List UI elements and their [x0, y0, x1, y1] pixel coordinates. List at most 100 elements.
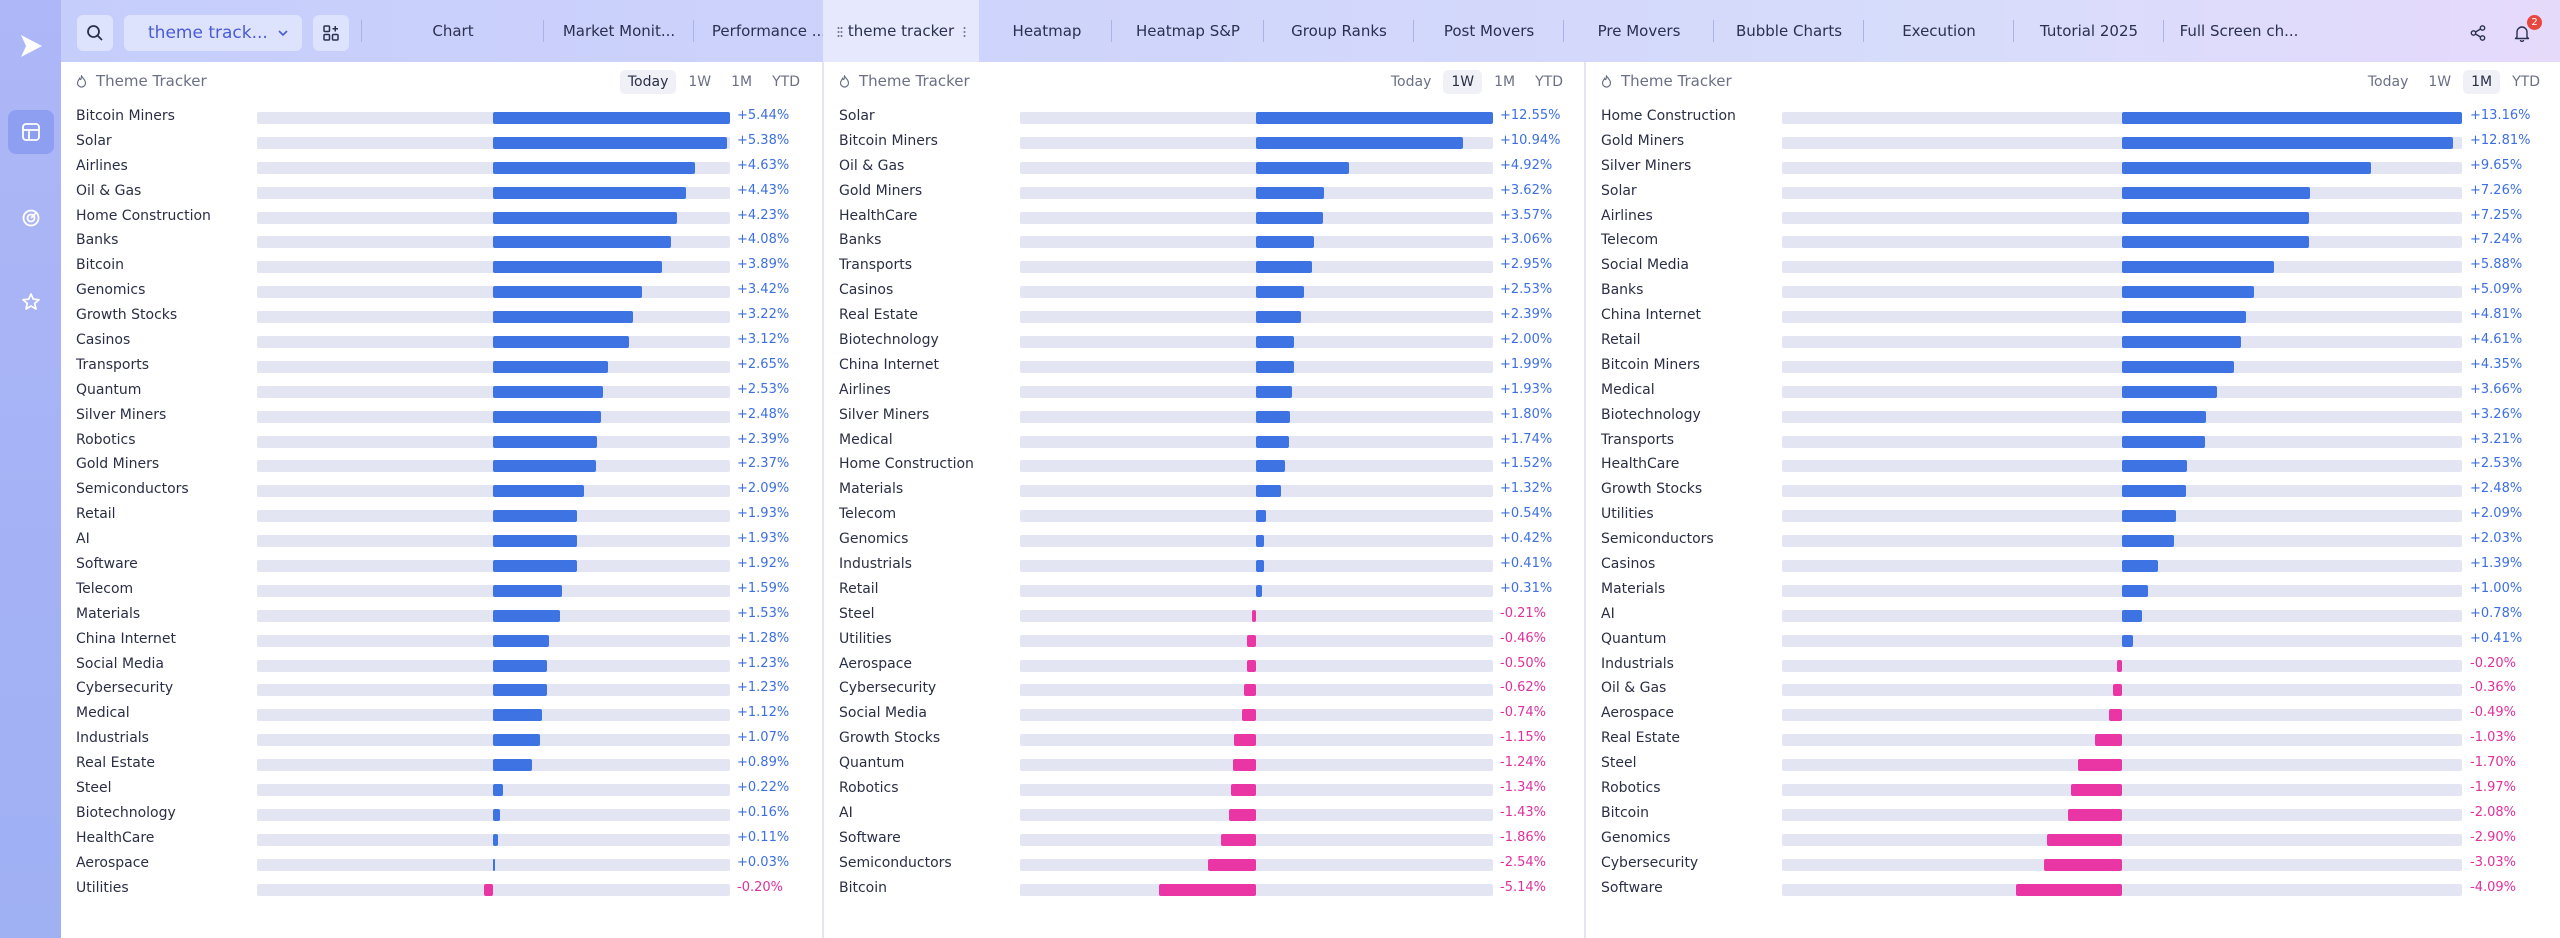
tab-full-screen-chart[interactable]: Full Screen ch... [2165, 0, 2313, 62]
theme-row-software[interactable]: Software +1.92% [61, 552, 820, 577]
theme-row-banks[interactable]: Banks +4.08% [61, 228, 820, 253]
theme-row-utilities[interactable]: Utilities -0.46% [824, 627, 1583, 652]
theme-row-aerospace[interactable]: Aerospace -0.49% [1586, 701, 2560, 726]
theme-row-oil-gas[interactable]: Oil & Gas -0.36% [1586, 676, 2560, 701]
tab-theme-tracker[interactable]: theme tracker [823, 0, 979, 62]
theme-row-china-internet[interactable]: China Internet +1.28% [61, 627, 820, 652]
share-button[interactable] [2459, 15, 2497, 51]
theme-row-solar[interactable]: Solar +7.26% [1586, 179, 2560, 204]
theme-row-bitcoin-miners[interactable]: Bitcoin Miners +10.94% [824, 129, 1583, 154]
tab-heatmap[interactable]: Heatmap [983, 0, 1111, 62]
theme-row-growth-stocks[interactable]: Growth Stocks +2.48% [1586, 477, 2560, 502]
tab-post-movers[interactable]: Post Movers [1415, 0, 1563, 62]
nav-favorites-button[interactable] [8, 280, 54, 324]
theme-row-gold-miners[interactable]: Gold Miners +12.81% [1586, 129, 2560, 154]
tab-market-monitor[interactable]: Market Monit... [545, 0, 693, 62]
theme-row-home-construction[interactable]: Home Construction +4.23% [61, 204, 820, 229]
theme-row-semiconductors[interactable]: Semiconductors -2.54% [824, 851, 1583, 876]
period-1m-button[interactable]: 1M [1494, 74, 1516, 90]
theme-row-silver-miners[interactable]: Silver Miners +9.65% [1586, 154, 2560, 179]
theme-row-medical[interactable]: Medical +3.66% [1586, 378, 2560, 403]
theme-row-casinos[interactable]: Casinos +3.12% [61, 328, 820, 353]
theme-row-airlines[interactable]: Airlines +4.63% [61, 154, 820, 179]
theme-row-silver-miners[interactable]: Silver Miners +2.48% [61, 403, 820, 428]
nav-layout-button[interactable] [8, 110, 54, 154]
tab-tutorial-2025[interactable]: Tutorial 2025 [2015, 0, 2163, 62]
theme-row-solar[interactable]: Solar +5.38% [61, 129, 820, 154]
theme-row-transports[interactable]: Transports +2.95% [824, 253, 1583, 278]
theme-row-medical[interactable]: Medical +1.12% [61, 701, 820, 726]
theme-row-semiconductors[interactable]: Semiconductors +2.09% [61, 477, 820, 502]
theme-row-retail[interactable]: Retail +0.31% [824, 577, 1583, 602]
theme-row-semiconductors[interactable]: Semiconductors +2.03% [1586, 527, 2560, 552]
theme-row-growth-stocks[interactable]: Growth Stocks +3.22% [61, 303, 820, 328]
widgets-button[interactable] [313, 15, 349, 51]
theme-row-ai[interactable]: AI -1.43% [824, 801, 1583, 826]
theme-row-home-construction[interactable]: Home Construction +1.52% [824, 452, 1583, 477]
tab-chart[interactable]: Chart [363, 0, 543, 62]
theme-row-genomics[interactable]: Genomics -2.90% [1586, 826, 2560, 851]
theme-row-telecom[interactable]: Telecom +1.59% [61, 577, 820, 602]
theme-row-transports[interactable]: Transports +3.21% [1586, 428, 2560, 453]
theme-row-utilities[interactable]: Utilities +2.09% [1586, 502, 2560, 527]
tab-pre-movers[interactable]: Pre Movers [1565, 0, 1713, 62]
theme-row-china-internet[interactable]: China Internet +4.81% [1586, 303, 2560, 328]
more-icon[interactable] [963, 26, 966, 38]
period-1w-button[interactable]: 1W [1443, 70, 1483, 94]
tab-group-ranks[interactable]: Group Ranks [1265, 0, 1413, 62]
theme-row-real-estate[interactable]: Real Estate +2.39% [824, 303, 1583, 328]
theme-row-social-media[interactable]: Social Media +5.88% [1586, 253, 2560, 278]
theme-row-bitcoin[interactable]: Bitcoin +3.89% [61, 253, 820, 278]
theme-row-industrials[interactable]: Industrials -0.20% [1586, 652, 2560, 677]
theme-row-real-estate[interactable]: Real Estate +0.89% [61, 751, 820, 776]
period-1w-button[interactable]: 1W [2428, 74, 2452, 90]
tab-performance[interactable]: Performance ... [695, 0, 843, 62]
theme-row-healthcare[interactable]: HealthCare +3.57% [824, 204, 1583, 229]
theme-row-cybersecurity[interactable]: Cybersecurity -3.03% [1586, 851, 2560, 876]
theme-row-medical[interactable]: Medical +1.74% [824, 428, 1583, 453]
theme-row-oil-gas[interactable]: Oil & Gas +4.92% [824, 154, 1583, 179]
theme-row-casinos[interactable]: Casinos +2.53% [824, 278, 1583, 303]
period-today-button[interactable]: Today [619, 70, 677, 94]
period-1w-button[interactable]: 1W [688, 74, 712, 90]
theme-row-steel[interactable]: Steel -0.21% [824, 602, 1583, 627]
theme-row-biotechnology[interactable]: Biotechnology +3.26% [1586, 403, 2560, 428]
theme-row-aerospace[interactable]: Aerospace -0.50% [824, 652, 1583, 677]
theme-row-materials[interactable]: Materials +1.32% [824, 477, 1583, 502]
period-1m-button[interactable]: 1M [2463, 70, 2501, 94]
play-logo-icon[interactable] [17, 32, 45, 60]
theme-row-bitcoin-miners[interactable]: Bitcoin Miners +5.44% [61, 104, 820, 129]
theme-row-china-internet[interactable]: China Internet +1.99% [824, 353, 1583, 378]
workspace-select[interactable]: theme track... [124, 15, 302, 51]
period-today-button[interactable]: Today [2367, 74, 2409, 90]
theme-row-aerospace[interactable]: Aerospace +0.03% [61, 851, 820, 876]
theme-row-biotechnology[interactable]: Biotechnology +2.00% [824, 328, 1583, 353]
theme-row-utilities[interactable]: Utilities -0.20% [61, 876, 820, 901]
theme-row-banks[interactable]: Banks +3.06% [824, 228, 1583, 253]
theme-row-materials[interactable]: Materials +1.53% [61, 602, 820, 627]
theme-row-healthcare[interactable]: HealthCare +2.53% [1586, 452, 2560, 477]
theme-row-home-construction[interactable]: Home Construction +13.16% [1586, 104, 2560, 129]
theme-row-bitcoin-miners[interactable]: Bitcoin Miners +4.35% [1586, 353, 2560, 378]
period-today-button[interactable]: Today [1390, 74, 1432, 90]
theme-row-airlines[interactable]: Airlines +7.25% [1586, 204, 2560, 229]
theme-row-robotics[interactable]: Robotics -1.97% [1586, 776, 2560, 801]
theme-row-silver-miners[interactable]: Silver Miners +1.80% [824, 403, 1583, 428]
theme-row-cybersecurity[interactable]: Cybersecurity -0.62% [824, 676, 1583, 701]
theme-row-social-media[interactable]: Social Media +1.23% [61, 652, 820, 677]
nav-radar-button[interactable] [8, 196, 54, 240]
tab-execution[interactable]: Execution [1865, 0, 2013, 62]
theme-row-gold-miners[interactable]: Gold Miners +3.62% [824, 179, 1583, 204]
theme-row-telecom[interactable]: Telecom +7.24% [1586, 228, 2560, 253]
theme-row-industrials[interactable]: Industrials +0.41% [824, 552, 1583, 577]
theme-row-genomics[interactable]: Genomics +3.42% [61, 278, 820, 303]
theme-row-ai[interactable]: AI +0.78% [1586, 602, 2560, 627]
theme-row-quantum[interactable]: Quantum +2.53% [61, 378, 820, 403]
theme-row-steel[interactable]: Steel +0.22% [61, 776, 820, 801]
theme-row-retail[interactable]: Retail +1.93% [61, 502, 820, 527]
theme-row-biotechnology[interactable]: Biotechnology +0.16% [61, 801, 820, 826]
tab-heatmap-sp[interactable]: Heatmap S&P [1113, 0, 1263, 62]
theme-row-quantum[interactable]: Quantum -1.24% [824, 751, 1583, 776]
drag-handle-icon[interactable] [837, 26, 843, 38]
theme-row-casinos[interactable]: Casinos +1.39% [1586, 552, 2560, 577]
